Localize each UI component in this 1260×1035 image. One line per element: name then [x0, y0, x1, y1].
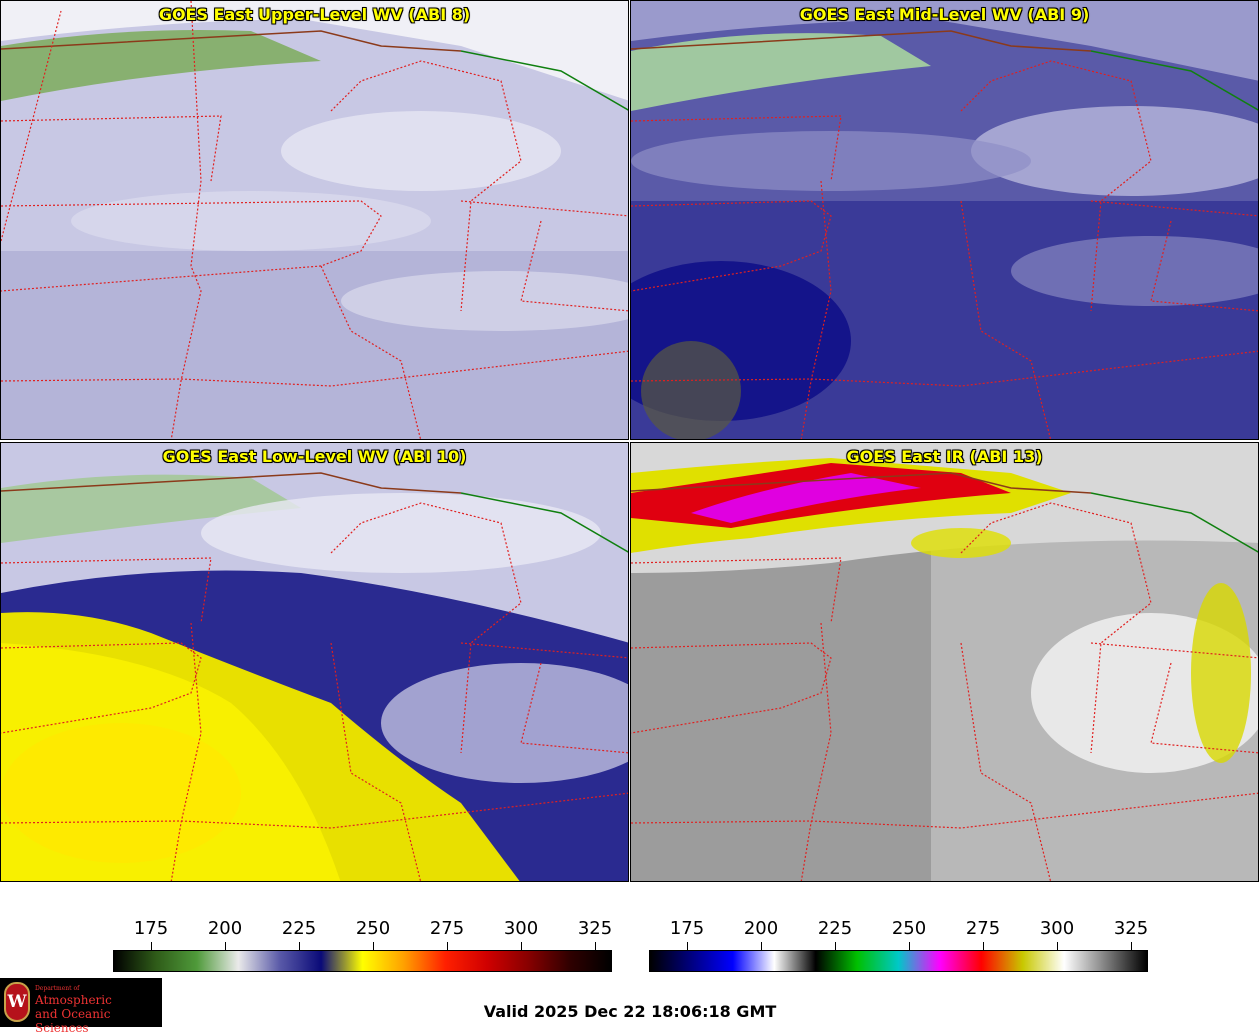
colorbar-left-tick [151, 942, 152, 950]
panel-mid-level-wv: GOES East Mid-Level WV (ABI 9) [630, 0, 1259, 440]
colorbar-left [113, 950, 612, 972]
colorbar-left-label: 325 [577, 918, 613, 939]
colorbar-left-tick [595, 942, 596, 950]
panel-ir: GOES East IR (ABI 13) [630, 442, 1259, 882]
colorbar-right [649, 950, 1148, 972]
logo-name-line1: Atmospheric [35, 993, 112, 1007]
colorbar-right-label: 275 [965, 918, 1001, 939]
colorbar-right-tick [1131, 942, 1132, 950]
panel-title: GOES East Upper-Level WV (ABI 8) [158, 5, 471, 24]
colorbar-left-label: 200 [207, 918, 243, 939]
colorbar-right-label: 250 [891, 918, 927, 939]
colorbar-left-tick [225, 942, 226, 950]
colorbar-right-tick [983, 942, 984, 950]
panel-upper-level-wv: GOES East Upper-Level WV (ABI 8) [0, 0, 629, 440]
colorbar-left-label: 250 [355, 918, 391, 939]
satellite-image-ir [631, 443, 1258, 881]
panel-title: GOES East Mid-Level WV (ABI 9) [799, 5, 1090, 24]
colorbar-right-label: 225 [817, 918, 853, 939]
satellite-image-low-wv [1, 443, 628, 881]
panel-title: GOES East IR (ABI 13) [846, 447, 1043, 466]
colorbar-right-label: 325 [1113, 918, 1149, 939]
panel-title: GOES East Low-Level WV (ABI 10) [162, 447, 467, 466]
colorbar-left-tick [299, 942, 300, 950]
valid-time: Valid 2025 Dec 22 18:06:18 GMT [483, 1002, 777, 1021]
satellite-image-upper-wv [1, 1, 628, 439]
logo-department-text: Department of [35, 985, 80, 992]
colorbar-left-label: 275 [429, 918, 465, 939]
panel-low-level-wv: GOES East Low-Level WV (ABI 10) [0, 442, 629, 882]
colorbar-right-tick [761, 942, 762, 950]
colorbar-right-label: 175 [669, 918, 705, 939]
colorbar-right-tick [687, 942, 688, 950]
colorbar-left-tick [373, 942, 374, 950]
uw-crest-icon: W [4, 982, 30, 1022]
satellite-image-mid-wv [631, 1, 1258, 439]
colorbar-left-label: 300 [503, 918, 539, 939]
colorbar-right-tick [909, 942, 910, 950]
colorbar-right-label: 300 [1039, 918, 1075, 939]
colorbar-left-tick [521, 942, 522, 950]
colorbar-right-label: 200 [743, 918, 779, 939]
colorbar-left-tick [447, 942, 448, 950]
colorbar-right-tick [835, 942, 836, 950]
colorbar-left-label: 175 [133, 918, 169, 939]
colorbar-left-label: 225 [281, 918, 317, 939]
colorbar-right-tick [1057, 942, 1058, 950]
